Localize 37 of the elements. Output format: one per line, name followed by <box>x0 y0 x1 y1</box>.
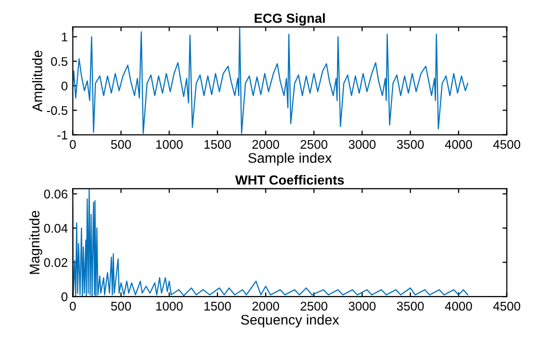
y-axis-title: Magnitude <box>29 210 42 274</box>
x-tick-label: 0 <box>70 302 76 311</box>
y-tick-label: 0.06 <box>44 190 68 199</box>
x-tick-label: 4500 <box>493 140 520 149</box>
x-tick-label: 1500 <box>204 140 231 149</box>
x-axis-title: Sample index <box>248 152 332 166</box>
x-tick-label: 1500 <box>204 302 231 311</box>
x-tick-label: 1000 <box>156 302 183 311</box>
x-tick-label: 3500 <box>396 302 424 311</box>
x-tick-label: 3000 <box>348 302 376 311</box>
y-tick-label: 1 <box>62 32 68 42</box>
x-tick-label: 500 <box>111 140 131 149</box>
x-tick-label: 0 <box>70 140 76 149</box>
x-tick-label: 1000 <box>156 140 183 149</box>
y-tick-label: -0.5 <box>46 106 68 115</box>
line-series <box>72 188 468 297</box>
x-tick-label: 500 <box>111 302 131 311</box>
y-tick-label: -1 <box>57 130 68 140</box>
x-axis-title: Sequency index <box>241 314 340 328</box>
y-tick-label: 0 <box>61 82 68 90</box>
y-axis-title: Amplitude <box>32 50 46 112</box>
x-tick-label: 3500 <box>396 140 424 149</box>
chart-title: ECG Signal <box>254 13 325 26</box>
x-tick-label: 4000 <box>444 302 472 311</box>
y-tick-label: 0.04 <box>44 224 68 233</box>
x-tick-label: 2000 <box>252 302 280 311</box>
x-tick-label: 2000 <box>252 140 280 149</box>
chart-title: WHT Coefficients <box>235 174 344 185</box>
y-tick-label: 0.02 <box>44 258 68 267</box>
y-tick-label: 0 <box>61 292 68 302</box>
x-tick-label: 2500 <box>300 302 328 311</box>
x-tick-label: 3000 <box>348 140 376 149</box>
y-tick-label: 0.5 <box>51 57 68 66</box>
x-tick-label: 4000 <box>444 140 472 149</box>
x-tick-label: 4500 <box>493 302 520 311</box>
x-tick-label: 2500 <box>300 140 328 149</box>
line-series <box>72 27 468 134</box>
